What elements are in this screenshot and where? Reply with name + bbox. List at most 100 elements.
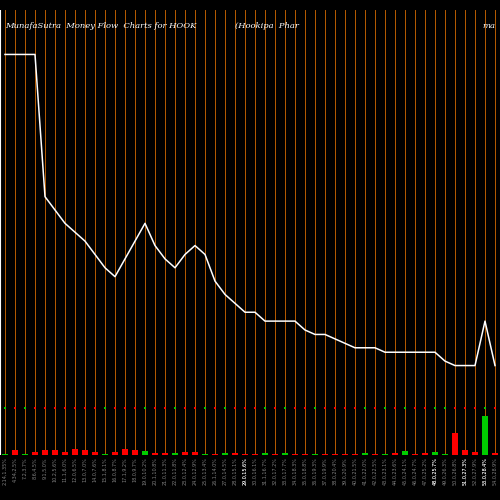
Bar <box>322 454 328 455</box>
Bar <box>152 454 158 455</box>
Bar <box>162 454 168 455</box>
Bar <box>482 416 488 455</box>
Bar <box>102 454 108 455</box>
Bar <box>232 454 238 455</box>
Text: 39.0,20.9%: 39.0,20.9% <box>342 457 347 485</box>
Bar <box>32 452 38 455</box>
Text: 41.0,22.0%: 41.0,22.0% <box>362 457 368 485</box>
Text: 46.0,24.7%: 46.0,24.7% <box>412 457 418 485</box>
Text: 29.0,15.6%: 29.0,15.6% <box>242 457 248 485</box>
Bar <box>202 454 208 455</box>
Text: 42.0,22.5%: 42.0,22.5% <box>372 457 378 485</box>
Bar <box>192 452 198 455</box>
Bar <box>2 454 8 455</box>
Text: 43.0,23.1%: 43.0,23.1% <box>382 457 388 485</box>
Bar <box>172 454 178 455</box>
Text: ma: ma <box>482 22 495 30</box>
Bar <box>242 454 248 455</box>
Text: 51.0,27.3%: 51.0,27.3% <box>462 457 468 485</box>
Text: 34.0,18.3%: 34.0,18.3% <box>292 457 298 485</box>
Bar <box>392 454 398 455</box>
Bar <box>462 450 468 455</box>
Bar <box>92 452 98 455</box>
Bar <box>272 454 278 455</box>
Bar <box>302 454 308 455</box>
Text: 29.0,15.6%: 29.0,15.6% <box>242 457 248 485</box>
Text: 16.0,8.7%: 16.0,8.7% <box>112 457 117 482</box>
Text: 53.0,28.4%: 53.0,28.4% <box>482 457 488 485</box>
Text: 19.0,10.2%: 19.0,10.2% <box>142 457 148 485</box>
Text: 47.0,25.2%: 47.0,25.2% <box>422 457 428 485</box>
Text: 9.1,5.0%: 9.1,5.0% <box>42 457 48 479</box>
Text: 45.0,24.1%: 45.0,24.1% <box>402 457 407 485</box>
Text: 7.2,3.7%: 7.2,3.7% <box>22 457 28 479</box>
Text: 30.0,16.1%: 30.0,16.1% <box>252 457 258 485</box>
Bar <box>72 449 78 455</box>
Bar <box>42 450 48 455</box>
Text: 48.0,25.7%: 48.0,25.7% <box>432 457 438 485</box>
Bar <box>222 454 228 455</box>
Bar <box>342 454 348 455</box>
Text: 44.0,23.6%: 44.0,23.6% <box>392 457 398 485</box>
Bar <box>452 432 458 455</box>
Bar <box>422 454 428 455</box>
Bar <box>472 452 478 455</box>
Text: 11.1,6.0%: 11.1,6.0% <box>62 457 68 482</box>
Text: 51.0,27.3%: 51.0,27.3% <box>462 457 468 485</box>
Bar <box>252 454 258 455</box>
Text: 10.2,5.6%: 10.2,5.6% <box>52 457 58 482</box>
Bar <box>182 452 188 455</box>
Text: 48.0,25.7%: 48.0,25.7% <box>432 457 438 485</box>
Bar <box>442 454 448 455</box>
Bar <box>12 450 18 455</box>
Text: 21.0,11.3%: 21.0,11.3% <box>162 457 168 485</box>
Text: 33.0,17.7%: 33.0,17.7% <box>282 457 288 485</box>
Text: 26.1,14.0%: 26.1,14.0% <box>212 457 218 485</box>
Bar <box>122 449 128 455</box>
Bar <box>312 454 318 455</box>
Text: 4.34,2.5%: 4.34,2.5% <box>12 457 18 482</box>
Text: 25.0,13.4%: 25.0,13.4% <box>202 457 207 485</box>
Text: 50.0,26.8%: 50.0,26.8% <box>452 457 458 485</box>
Bar <box>332 454 338 455</box>
Text: 15.1,8.1%: 15.1,8.1% <box>102 457 108 482</box>
Text: 18.0,9.7%: 18.0,9.7% <box>132 457 138 482</box>
Text: MunafaSutra  Money Flow  Charts for HOOK: MunafaSutra Money Flow Charts for HOOK <box>5 22 196 30</box>
Text: 54.0,28.9%: 54.0,28.9% <box>492 457 498 485</box>
Text: 17.1,9.2%: 17.1,9.2% <box>122 457 128 482</box>
Bar <box>112 452 118 455</box>
Text: 37.0,19.9%: 37.0,19.9% <box>322 457 328 485</box>
Text: 31.1,16.7%: 31.1,16.7% <box>262 457 268 485</box>
Text: 13.0,7.0%: 13.0,7.0% <box>82 457 87 482</box>
Text: 49.0,26.3%: 49.0,26.3% <box>442 457 448 485</box>
Bar <box>362 454 368 455</box>
Bar <box>372 454 378 455</box>
Bar <box>22 454 28 455</box>
Text: 12.0,6.5%: 12.0,6.5% <box>72 457 78 482</box>
Text: 28.0,15.1%: 28.0,15.1% <box>232 457 237 485</box>
Text: 32.0,17.2%: 32.0,17.2% <box>272 457 278 485</box>
Bar <box>382 454 388 455</box>
Bar <box>212 454 218 455</box>
Bar <box>292 454 298 455</box>
Bar <box>52 450 58 455</box>
Text: 27.0,14.5%: 27.0,14.5% <box>222 457 228 485</box>
Text: 52.0,27.9%: 52.0,27.9% <box>472 457 478 485</box>
Text: 2.14,1.35%: 2.14,1.35% <box>2 457 7 485</box>
Bar <box>62 452 68 455</box>
Text: 20.1,10.8%: 20.1,10.8% <box>152 457 158 485</box>
Text: 24.0,12.9%: 24.0,12.9% <box>192 457 198 485</box>
Text: (Hookipa  Phar: (Hookipa Phar <box>235 22 299 30</box>
Bar <box>132 450 138 455</box>
Text: 23.0,12.4%: 23.0,12.4% <box>182 457 188 485</box>
Bar <box>432 452 438 455</box>
Bar <box>492 454 498 455</box>
Bar <box>262 454 268 455</box>
Text: 14.0,7.6%: 14.0,7.6% <box>92 457 98 482</box>
Bar <box>142 451 148 455</box>
Bar <box>402 451 408 455</box>
Text: 22.0,11.8%: 22.0,11.8% <box>172 457 178 485</box>
Bar <box>282 454 288 455</box>
Bar <box>82 450 88 455</box>
Text: 38.0,20.4%: 38.0,20.4% <box>332 457 338 485</box>
